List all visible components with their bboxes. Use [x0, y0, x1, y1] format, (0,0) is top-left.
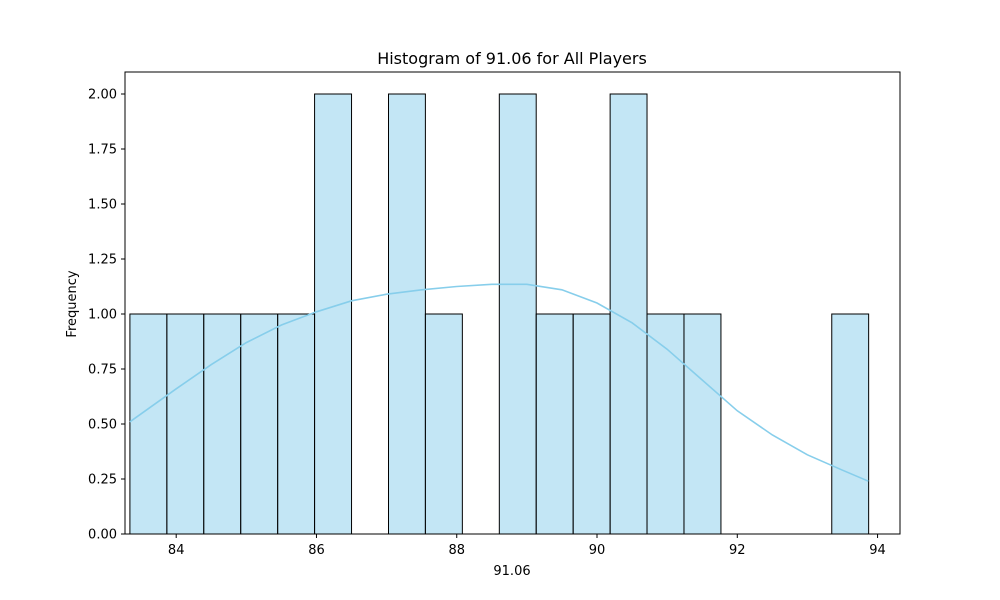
histogram-bar [498, 93, 537, 535]
histogram-bar [166, 313, 205, 535]
histogram-bar [240, 313, 279, 535]
y-axis-label: Frequency [65, 270, 80, 337]
x-tick-label: 94 [869, 543, 886, 558]
x-tick-label: 84 [168, 543, 185, 558]
y-tick-label: 1.75 [88, 143, 117, 158]
y-tick-label: 0.75 [88, 363, 117, 378]
y-tick-label: 1.00 [88, 308, 117, 323]
x-tick-label: 88 [448, 543, 465, 558]
chart-title: Histogram of 91.06 for All Players [377, 49, 647, 68]
x-tick-label: 92 [729, 543, 746, 558]
x-tick-label: 90 [589, 543, 606, 558]
histogram-bar [646, 313, 685, 535]
histogram-bar [314, 93, 353, 535]
y-tick-label: 1.25 [88, 253, 117, 268]
histogram-bar [129, 313, 168, 535]
y-tick-label: 0.25 [88, 473, 117, 488]
histogram-bar [831, 313, 870, 535]
histogram-bar [424, 313, 463, 535]
histogram-bar [572, 313, 611, 535]
x-tick-label: 86 [308, 543, 325, 558]
y-tick-label: 0.00 [88, 528, 117, 543]
histogram-bar [683, 313, 722, 535]
y-tick-label: 0.50 [88, 418, 117, 433]
y-tick-label: 2.00 [88, 88, 117, 103]
y-tick-label: 1.50 [88, 198, 117, 213]
histogram-bar [203, 313, 242, 535]
histogram-bar [277, 313, 316, 535]
kde-line [129, 283, 869, 482]
plot-area: 84 86 88 90 92 94 0.00 0.25 0.50 0.75 1.00 1.25 1.50… [88, 71, 901, 558]
axes-frame [124, 71, 901, 535]
histogram-bar [388, 93, 426, 535]
x-axis-label: 91.06 [493, 564, 530, 579]
histogram-bar [535, 313, 574, 535]
